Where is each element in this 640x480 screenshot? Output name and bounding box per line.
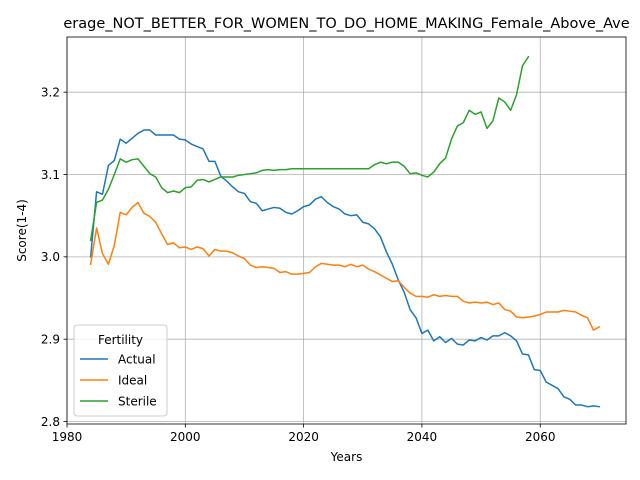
legend-label-sterile: Sterile [118, 394, 157, 408]
legend-label-ideal: Ideal [118, 373, 147, 387]
y-tick-label: 3.0 [41, 250, 60, 264]
series-line-ideal [89, 201, 601, 331]
legend: Fertility Actual Ideal Sterile [73, 324, 168, 417]
y-tick-label: 3.1 [41, 168, 60, 182]
axes-frame [66, 36, 627, 425]
legend-label-actual: Actual [118, 352, 156, 366]
y-axis-label: Score(1-4) [15, 199, 29, 262]
chart-title: erage_NOT_BETTER_FOR_WOMEN_TO_DO_HOME_MA… [63, 16, 629, 32]
legend-box [73, 324, 168, 417]
x-tick-label: 2040 [407, 430, 438, 444]
x-tick-label: 2060 [525, 430, 556, 444]
x-tick-label: 2020 [288, 430, 319, 444]
axis-ticks: 1980 2000 2020 2040 2060 2.8 2.9 3.0 3.1 3.2 [41, 85, 556, 444]
legend-title: Fertility [98, 333, 143, 347]
x-axis-label: Years [330, 450, 363, 464]
series-line-actual [89, 129, 601, 408]
series-line-sterile [89, 55, 530, 242]
series-lines [89, 55, 601, 408]
x-tick-label: 2000 [170, 430, 201, 444]
legend-items: Actual Ideal Sterile [80, 352, 157, 408]
x-tick-label: 1980 [52, 430, 83, 444]
y-tick-label: 2.9 [41, 332, 60, 346]
y-tick-label: 3.2 [41, 85, 60, 99]
y-tick-label: 2.8 [41, 415, 60, 429]
